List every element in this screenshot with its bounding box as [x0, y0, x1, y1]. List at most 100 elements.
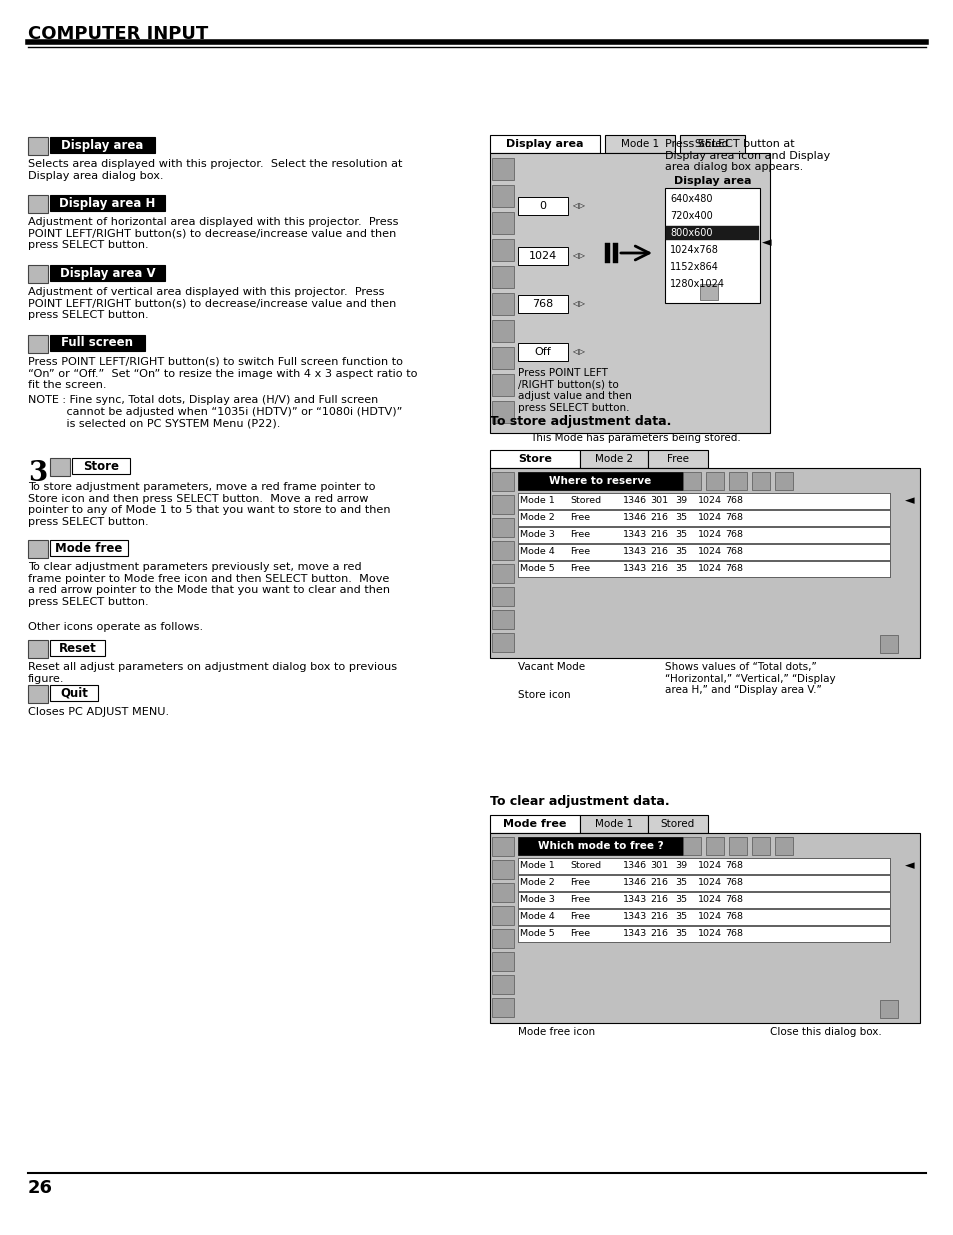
Bar — [492, 974, 514, 994]
Bar — [50, 195, 165, 211]
Bar — [751, 837, 769, 855]
Text: 39: 39 — [675, 861, 686, 869]
Text: Close this dialog box.: Close this dialog box. — [769, 1028, 881, 1037]
Text: ◄: ◄ — [904, 860, 914, 872]
Text: Free: Free — [569, 564, 590, 573]
Text: Display area: Display area — [673, 177, 750, 186]
Text: Mode 3: Mode 3 — [519, 530, 555, 538]
Bar — [50, 685, 98, 701]
Bar — [604, 135, 675, 153]
Text: Shows values of “Total dots,”
“Horizontal,” “Vertical,” “Display
area H,” and “D: Shows values of “Total dots,” “Horizonta… — [664, 662, 835, 695]
Text: Other icons operate as follows.: Other icons operate as follows. — [28, 622, 203, 632]
Text: Mode 1: Mode 1 — [519, 496, 554, 505]
Text: 1024: 1024 — [698, 895, 721, 904]
Text: Mode 4: Mode 4 — [519, 911, 554, 921]
Text: 1024: 1024 — [698, 496, 721, 505]
Bar — [28, 335, 48, 353]
Bar — [679, 135, 744, 153]
Text: Closes PC ADJUST MENU.: Closes PC ADJUST MENU. — [28, 706, 169, 718]
Text: ◁▷: ◁▷ — [572, 252, 584, 261]
Text: 1024x768: 1024x768 — [669, 245, 719, 254]
Text: 301: 301 — [649, 861, 667, 869]
Text: Display area: Display area — [61, 138, 144, 152]
Bar — [492, 517, 514, 537]
Text: Free: Free — [569, 547, 590, 556]
Text: Press POINT LEFT/RIGHT button(s) to switch Full screen function to
“On” or “Off.: Press POINT LEFT/RIGHT button(s) to swit… — [28, 357, 417, 390]
Bar — [490, 832, 919, 1023]
Text: 768: 768 — [724, 861, 742, 869]
Bar — [774, 472, 792, 490]
Text: 35: 35 — [675, 895, 686, 904]
Text: Free: Free — [666, 454, 688, 464]
Text: ◁▷: ◁▷ — [572, 201, 584, 210]
Text: Off: Off — [534, 347, 551, 357]
Bar — [517, 472, 682, 490]
Bar — [728, 837, 746, 855]
Bar — [492, 860, 514, 879]
Bar — [492, 347, 514, 369]
Bar — [492, 401, 514, 424]
Text: 35: 35 — [675, 564, 686, 573]
Text: 800x600: 800x600 — [669, 228, 712, 238]
Text: To store adjustment parameters, move a red frame pointer to
Store icon and then : To store adjustment parameters, move a r… — [28, 482, 390, 527]
Text: Mode 4: Mode 4 — [519, 547, 554, 556]
Text: 768: 768 — [724, 564, 742, 573]
Bar — [50, 335, 145, 351]
Bar — [492, 610, 514, 629]
Text: Free: Free — [569, 929, 590, 939]
Text: Press POINT LEFT
/RIGHT button(s) to
adjust value and then
press SELECT button.: Press POINT LEFT /RIGHT button(s) to adj… — [517, 368, 631, 412]
Bar — [71, 458, 130, 474]
Bar — [490, 153, 769, 433]
Text: Mode 1: Mode 1 — [595, 819, 633, 829]
Text: To store adjustment data.: To store adjustment data. — [490, 415, 671, 429]
Text: Free: Free — [569, 530, 590, 538]
Bar — [492, 293, 514, 315]
Text: 1024: 1024 — [698, 878, 721, 887]
Text: ◄: ◄ — [904, 494, 914, 508]
Text: 720x400: 720x400 — [669, 211, 712, 221]
Bar — [492, 266, 514, 288]
Text: 1152x864: 1152x864 — [669, 262, 719, 272]
Text: 1346: 1346 — [622, 513, 646, 522]
Text: 1024: 1024 — [698, 861, 721, 869]
Text: Press SELECT button at
Display area icon and Display
area dialog box appears.: Press SELECT button at Display area icon… — [664, 140, 829, 172]
Bar — [492, 929, 514, 948]
Bar — [517, 295, 567, 312]
Text: Display area: Display area — [506, 140, 583, 149]
Text: 26: 26 — [28, 1179, 53, 1197]
Text: Mode free: Mode free — [503, 819, 566, 829]
Bar — [490, 468, 919, 658]
Bar — [50, 458, 70, 475]
Text: 216: 216 — [649, 878, 667, 887]
Text: Store icon: Store icon — [517, 690, 570, 700]
Text: 35: 35 — [675, 547, 686, 556]
Bar — [579, 815, 647, 832]
Text: ◁▷: ◁▷ — [572, 347, 584, 357]
Bar — [517, 909, 889, 925]
Text: Mode 1: Mode 1 — [620, 140, 659, 149]
Bar — [492, 374, 514, 396]
Text: 3: 3 — [28, 459, 48, 487]
Bar — [879, 1000, 897, 1018]
Bar — [728, 472, 746, 490]
Text: 1346: 1346 — [622, 861, 646, 869]
Bar — [517, 247, 567, 266]
Text: 1343: 1343 — [622, 911, 646, 921]
Text: Mode 3: Mode 3 — [519, 895, 555, 904]
Bar — [492, 185, 514, 207]
Bar — [492, 212, 514, 233]
Bar — [517, 343, 567, 361]
Bar — [517, 493, 889, 509]
Bar — [517, 561, 889, 577]
Text: 1024: 1024 — [698, 513, 721, 522]
Bar — [492, 883, 514, 902]
Text: 768: 768 — [724, 547, 742, 556]
Text: 768: 768 — [532, 299, 553, 309]
Bar — [517, 510, 889, 526]
Text: 1343: 1343 — [622, 547, 646, 556]
Text: 1024: 1024 — [698, 547, 721, 556]
Text: 35: 35 — [675, 530, 686, 538]
Bar — [647, 450, 707, 468]
Text: Display area V: Display area V — [60, 267, 155, 279]
Text: Mode 2: Mode 2 — [519, 878, 554, 887]
